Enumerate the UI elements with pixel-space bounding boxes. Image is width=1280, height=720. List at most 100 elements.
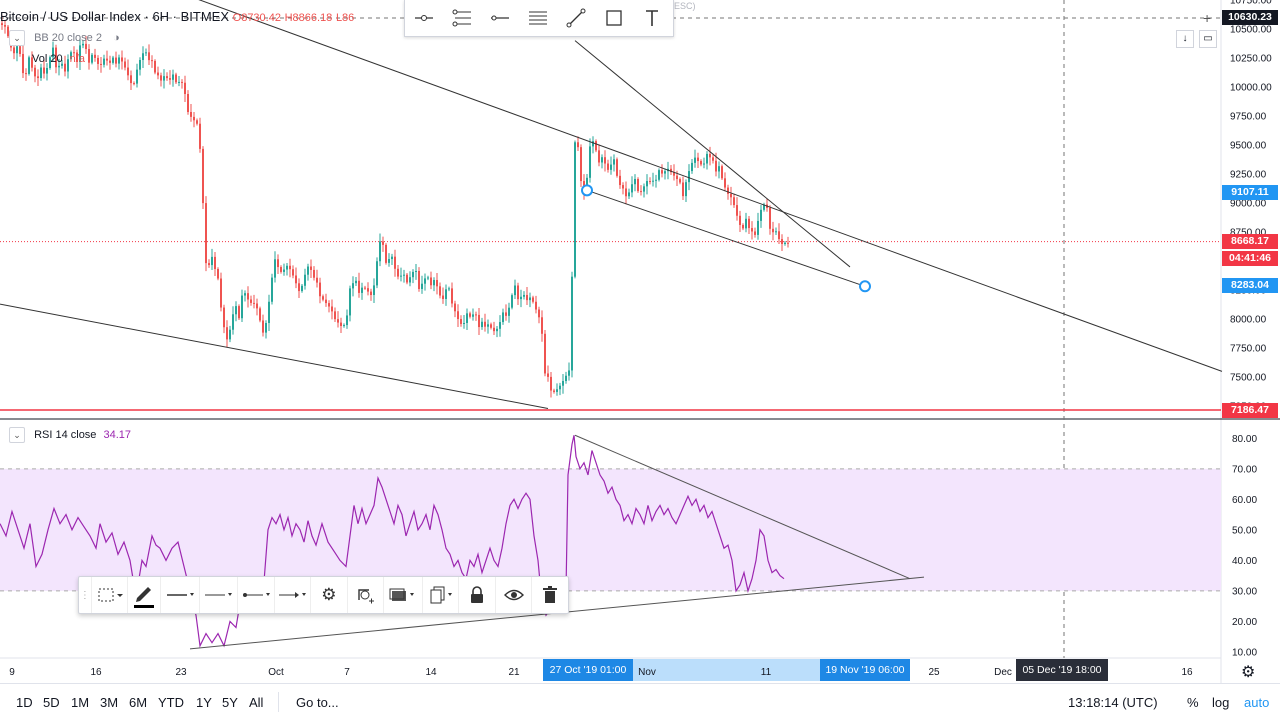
candle-body [493, 327, 495, 332]
candle-body [136, 69, 138, 84]
alert-add-icon[interactable] [348, 577, 385, 613]
candle-body [406, 274, 408, 283]
candle-body [346, 315, 348, 326]
clone-icon[interactable] [423, 577, 460, 613]
lock-icon[interactable] [459, 577, 496, 613]
candle-body [226, 327, 228, 340]
price-axis-tick: 9500.00 [1230, 141, 1267, 152]
timeframe-6m[interactable]: 6M [129, 695, 148, 710]
candle-body [718, 166, 720, 172]
candle-body [565, 375, 567, 382]
candle-body [370, 291, 372, 296]
rsi-collapse-chevron-icon[interactable]: ⌄ [9, 427, 25, 443]
candle-body [352, 283, 354, 289]
candle-body [295, 275, 297, 284]
chart-settings-gear-icon[interactable]: ⚙ [1241, 664, 1256, 681]
maximize-icon[interactable]: ▭ [1199, 30, 1217, 48]
candle-body [568, 370, 570, 376]
vol-indicator-label[interactable]: Vol 20 [32, 53, 63, 65]
candle-body [199, 123, 201, 149]
candle-body [157, 72, 159, 76]
candle-body [22, 53, 24, 74]
trend-line-icon[interactable] [557, 0, 595, 36]
candle-body [277, 259, 279, 268]
bb-indicator-label[interactable]: BB 20 close 2 [34, 31, 102, 44]
candle-body [355, 280, 357, 284]
candle-body [34, 67, 36, 77]
x-range-highlight [633, 659, 820, 681]
candle-body [553, 390, 555, 392]
visual-order-icon[interactable] [384, 577, 423, 613]
parallel-lines-icon[interactable] [519, 0, 557, 36]
candle-body [736, 205, 738, 216]
fib-levels-icon[interactable] [443, 0, 481, 36]
candle-body [514, 285, 516, 296]
candle-body [421, 283, 423, 289]
rsi-trend-line [574, 434, 911, 580]
candle-body [547, 373, 549, 377]
timeframe-1m[interactable]: 1M [71, 695, 90, 710]
candle-body [745, 218, 747, 229]
log-toggle[interactable]: log [1212, 695, 1230, 710]
candle-body [364, 287, 366, 289]
candle-body [292, 269, 294, 276]
x-axis-tick: 21 [508, 667, 520, 678]
candle-body [223, 307, 225, 328]
line-color-pencil-icon[interactable] [128, 577, 161, 613]
candle-body [76, 52, 78, 62]
symbol-title[interactable]: Bitcoin / US Dollar Index · 6H · BITMEX [0, 9, 230, 24]
price-tag-top: 10630.23 [1222, 10, 1278, 25]
rsi-label[interactable]: RSI 14 close [34, 428, 97, 441]
collapse-chevron-icon[interactable]: ⌄ [9, 30, 25, 46]
candle-body [325, 299, 327, 304]
candle-body [460, 319, 462, 324]
timeframe-1y[interactable]: 1Y [196, 695, 212, 710]
add-plus-icon[interactable]: + [1203, 10, 1212, 26]
candle-body [79, 45, 81, 62]
settings-gear-icon[interactable]: ⚙ [311, 577, 348, 613]
candle-body [448, 288, 450, 290]
candle-body [400, 275, 402, 277]
line-width-icon[interactable] [161, 577, 200, 613]
candle-body [496, 328, 498, 332]
rectangle-icon[interactable] [595, 0, 633, 36]
line-style-icon[interactable] [200, 577, 239, 613]
candle-body [247, 293, 249, 300]
candle-body [742, 224, 744, 229]
timeframe-ytd[interactable]: YTD [158, 695, 184, 710]
percent-toggle[interactable]: % [1187, 695, 1199, 710]
candle-body [385, 244, 387, 263]
rsi-value: 34.17 [103, 428, 132, 441]
price-tag-red-line: 7186.47 [1222, 403, 1278, 418]
x-badge-start: 27 Oct '19 01:00 [543, 659, 633, 681]
candle-body [502, 312, 504, 323]
text-icon[interactable] [633, 0, 671, 36]
utc-clock[interactable]: 13:18:14 (UTC) [1068, 695, 1158, 710]
timeframe-5y[interactable]: 5Y [222, 695, 238, 710]
timeframe-1d[interactable]: 1D [16, 695, 33, 710]
timeframe-all[interactable]: All [249, 695, 264, 710]
candle-body [652, 180, 654, 182]
candle-body [349, 288, 351, 316]
candle-body [706, 153, 708, 164]
line-style-template-icon[interactable] [92, 577, 129, 613]
candle-body [769, 207, 771, 229]
candle-body [541, 317, 543, 334]
rsi-band [0, 468, 1221, 591]
line-end-arrow-icon[interactable] [275, 577, 312, 613]
hide-eye-icon[interactable]: ◑ [113, 31, 120, 44]
line-start-icon[interactable] [238, 577, 275, 613]
auto-toggle[interactable]: auto [1244, 695, 1270, 710]
goto-button[interactable]: Go to... [296, 695, 339, 710]
timeframe-3m[interactable]: 3M [100, 695, 119, 710]
horizontal-line-icon[interactable] [481, 0, 519, 36]
scroll-down-icon[interactable]: ↓ [1176, 30, 1194, 48]
candle-body [463, 322, 465, 324]
timeframe-5d[interactable]: 5D [43, 695, 60, 710]
drag-handle-icon[interactable]: ⋮ [79, 577, 92, 613]
eye-visibility-icon[interactable] [496, 577, 533, 613]
horizontal-ray-icon[interactable] [405, 0, 443, 36]
trash-delete-icon[interactable] [532, 577, 568, 613]
candle-body [457, 311, 459, 320]
